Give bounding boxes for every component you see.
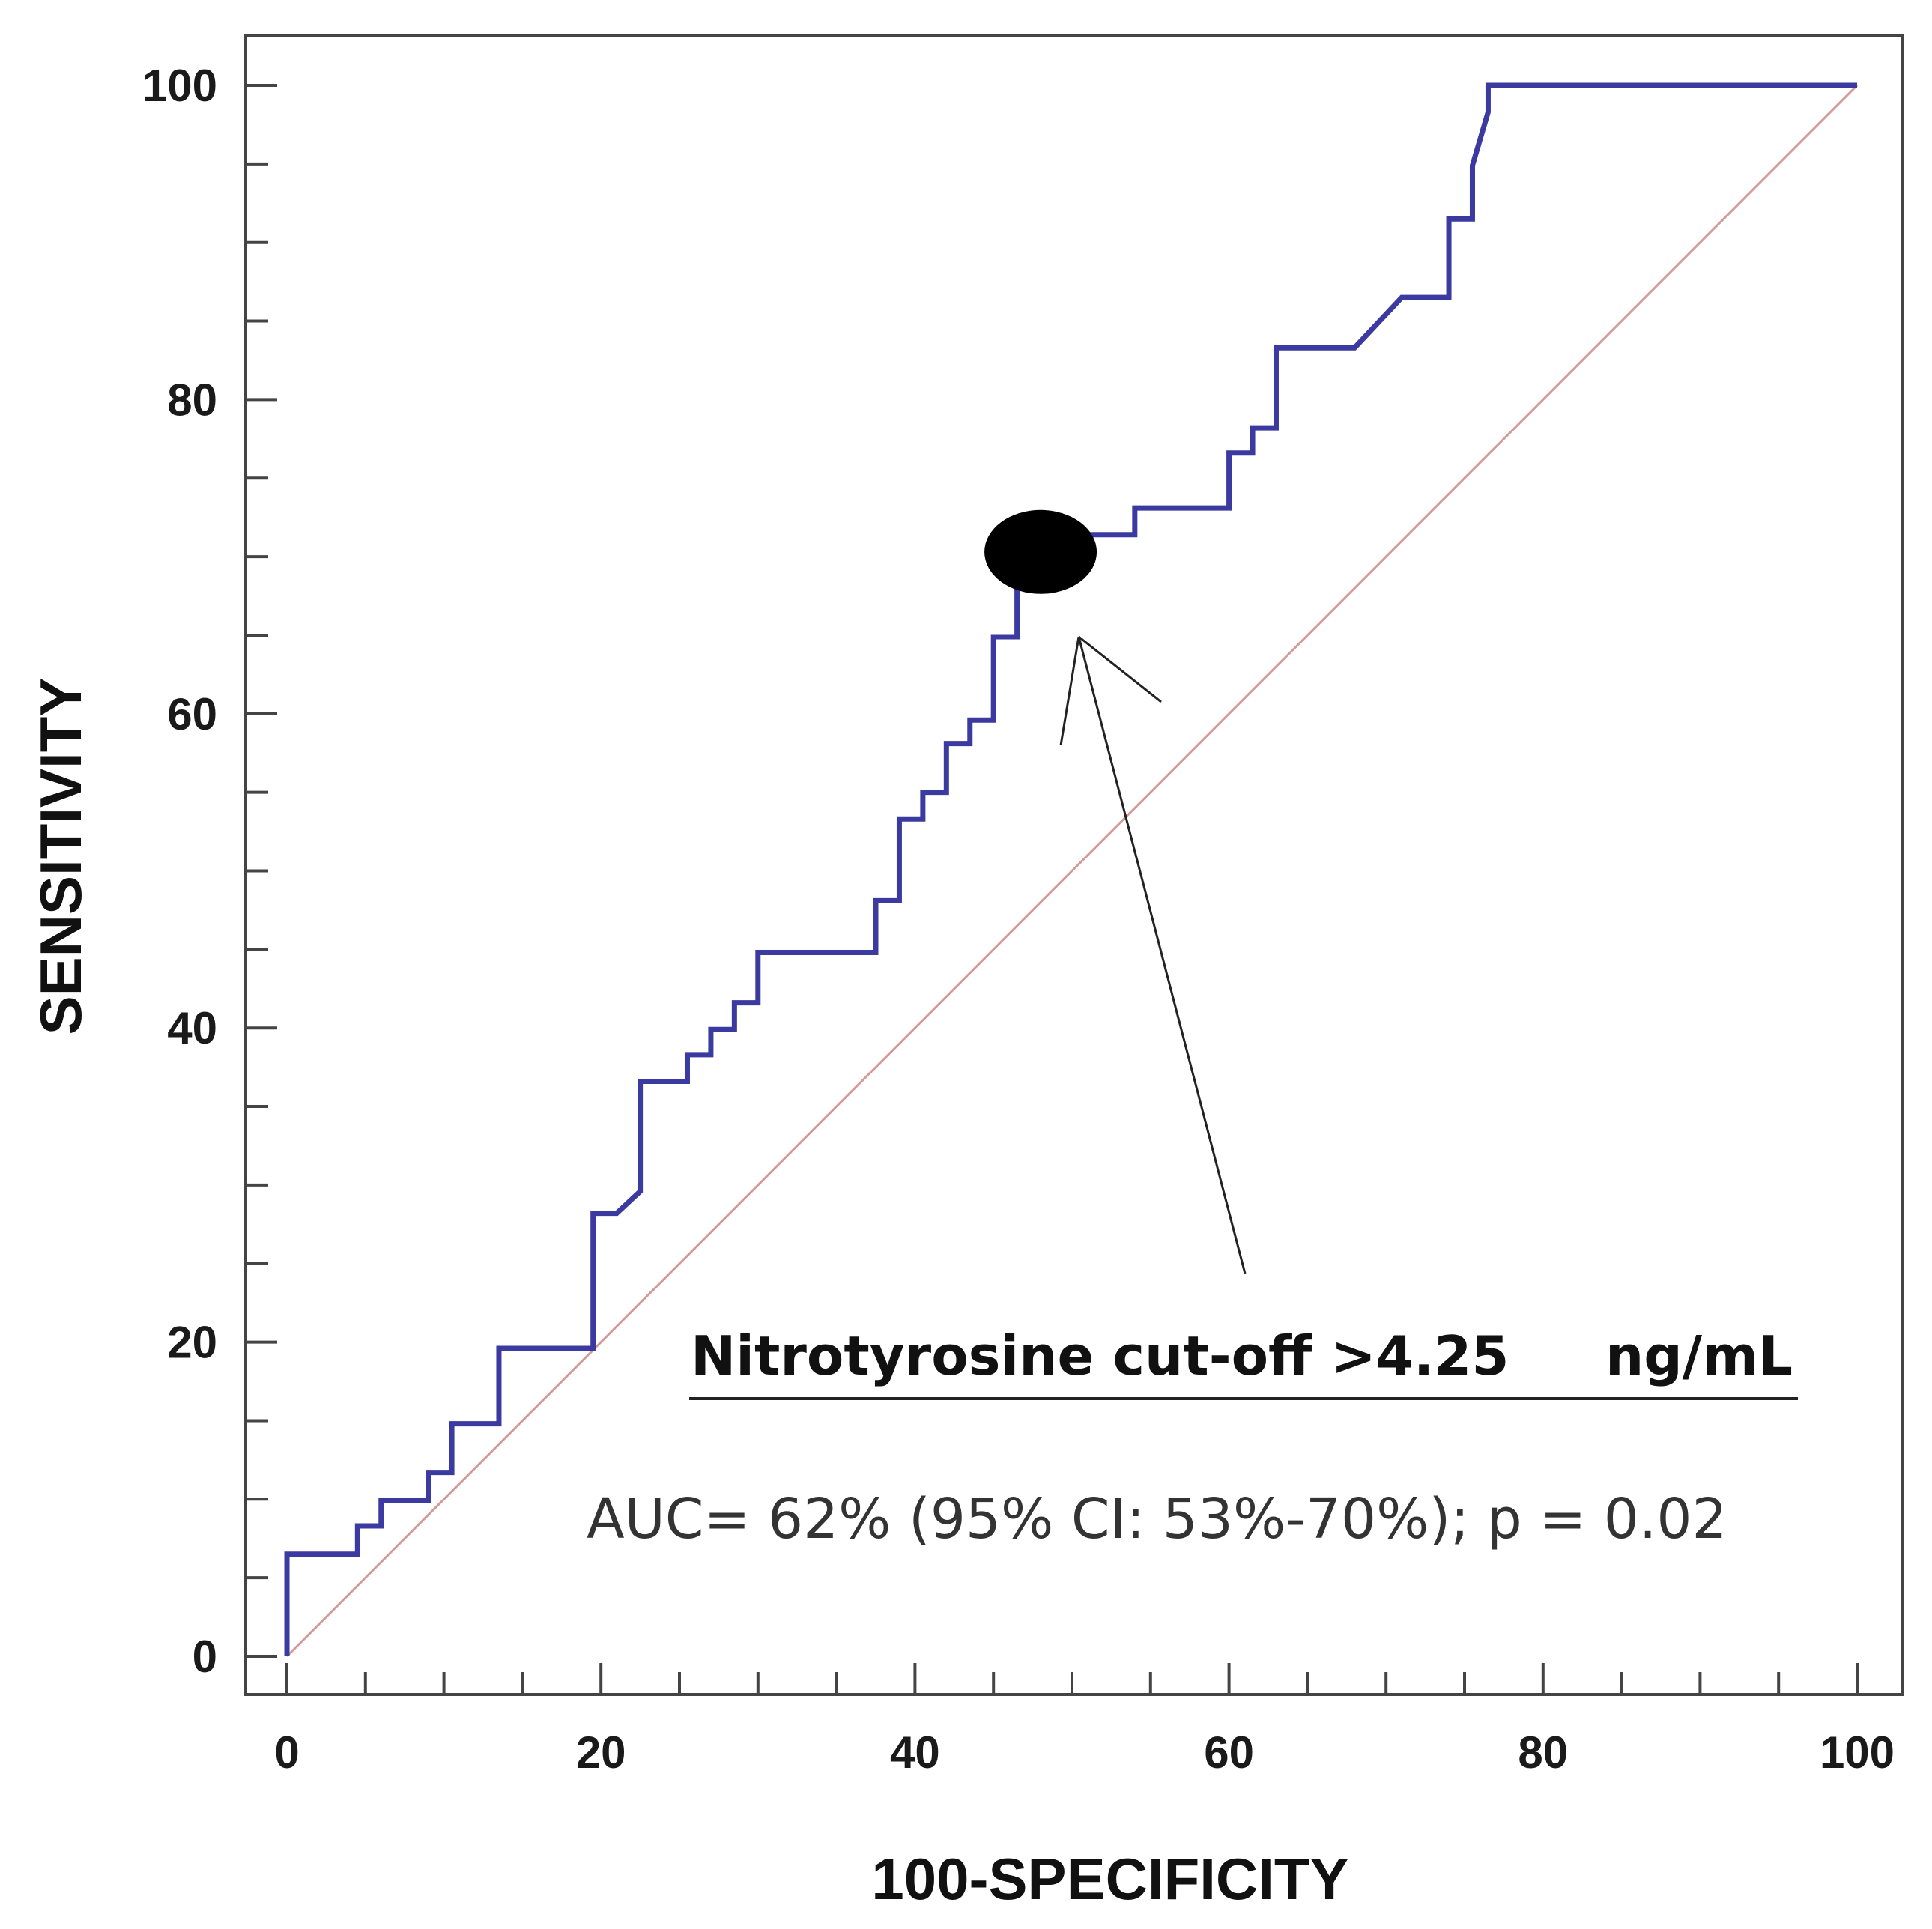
y-tick-label: 0 bbox=[193, 1632, 217, 1682]
cutoff-unit-label: ng/mL bbox=[1605, 1324, 1793, 1387]
y-tick-label: 80 bbox=[167, 375, 217, 425]
roc-curve-line bbox=[284, 82, 1857, 1656]
x-tick-label: 40 bbox=[890, 1727, 940, 1778]
annotation-arrow bbox=[1059, 635, 1247, 1274]
y-axis: 0 20 40 60 80 100 bbox=[142, 61, 277, 1682]
plot-frame bbox=[244, 34, 1904, 1696]
y-tick-label: 40 bbox=[167, 1003, 217, 1053]
y-tick-label: 20 bbox=[167, 1318, 217, 1368]
y-axis-title: SENSITIVITY bbox=[28, 678, 94, 1035]
auc-stat-text: AUC= 62% (95% CI: 53%-70%); p = 0.02 bbox=[587, 1487, 1727, 1551]
x-tick-label: 0 bbox=[274, 1727, 299, 1778]
reference-diagonal-line bbox=[285, 84, 1859, 1658]
y-tick-label: 100 bbox=[142, 61, 217, 111]
cutoff-label: Nitrotyrosine cut-off >4.25 bbox=[691, 1324, 1509, 1387]
x-axis-title: 100-SPECIFICITY bbox=[871, 1846, 1348, 1912]
x-tick-label: 80 bbox=[1518, 1727, 1568, 1778]
x-axis: 0 20 40 60 80 100 bbox=[274, 1663, 1895, 1778]
x-tick-label: 60 bbox=[1204, 1727, 1254, 1778]
y-tick-label: 60 bbox=[167, 689, 217, 739]
cutoff-point-marker bbox=[984, 509, 1097, 594]
x-tick-label: 20 bbox=[576, 1727, 626, 1778]
x-tick-label: 100 bbox=[1820, 1727, 1895, 1778]
